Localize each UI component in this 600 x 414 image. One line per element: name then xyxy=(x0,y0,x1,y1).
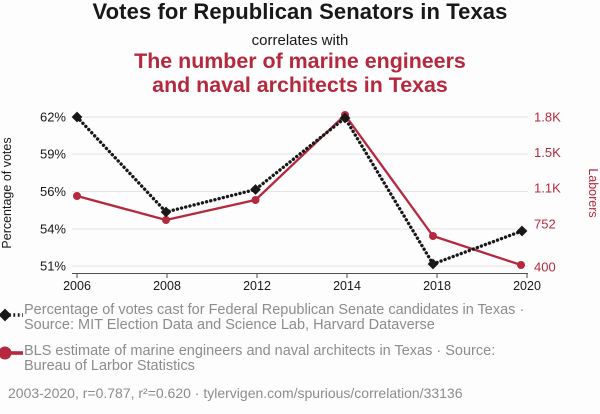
svg-text:2012: 2012 xyxy=(243,279,271,293)
svg-text:Laborers: Laborers xyxy=(586,168,600,217)
svg-text:54%: 54% xyxy=(40,222,66,237)
svg-text:1.5K: 1.5K xyxy=(534,145,561,160)
svg-text:2006: 2006 xyxy=(63,279,91,293)
svg-text:1.8K: 1.8K xyxy=(534,110,561,125)
svg-text:59%: 59% xyxy=(40,147,66,162)
svg-text:1.1K: 1.1K xyxy=(534,181,561,196)
svg-text:51%: 51% xyxy=(40,259,66,274)
svg-text:400: 400 xyxy=(534,260,556,275)
svg-text:62%: 62% xyxy=(40,110,66,125)
svg-text:2018: 2018 xyxy=(423,279,451,293)
svg-text:Percentage of votes: Percentage of votes xyxy=(0,137,14,248)
svg-text:752: 752 xyxy=(534,217,556,232)
svg-text:2008: 2008 xyxy=(153,279,181,293)
svg-text:2014: 2014 xyxy=(333,279,361,293)
svg-text:56%: 56% xyxy=(40,184,66,199)
svg-text:2020: 2020 xyxy=(513,279,541,293)
